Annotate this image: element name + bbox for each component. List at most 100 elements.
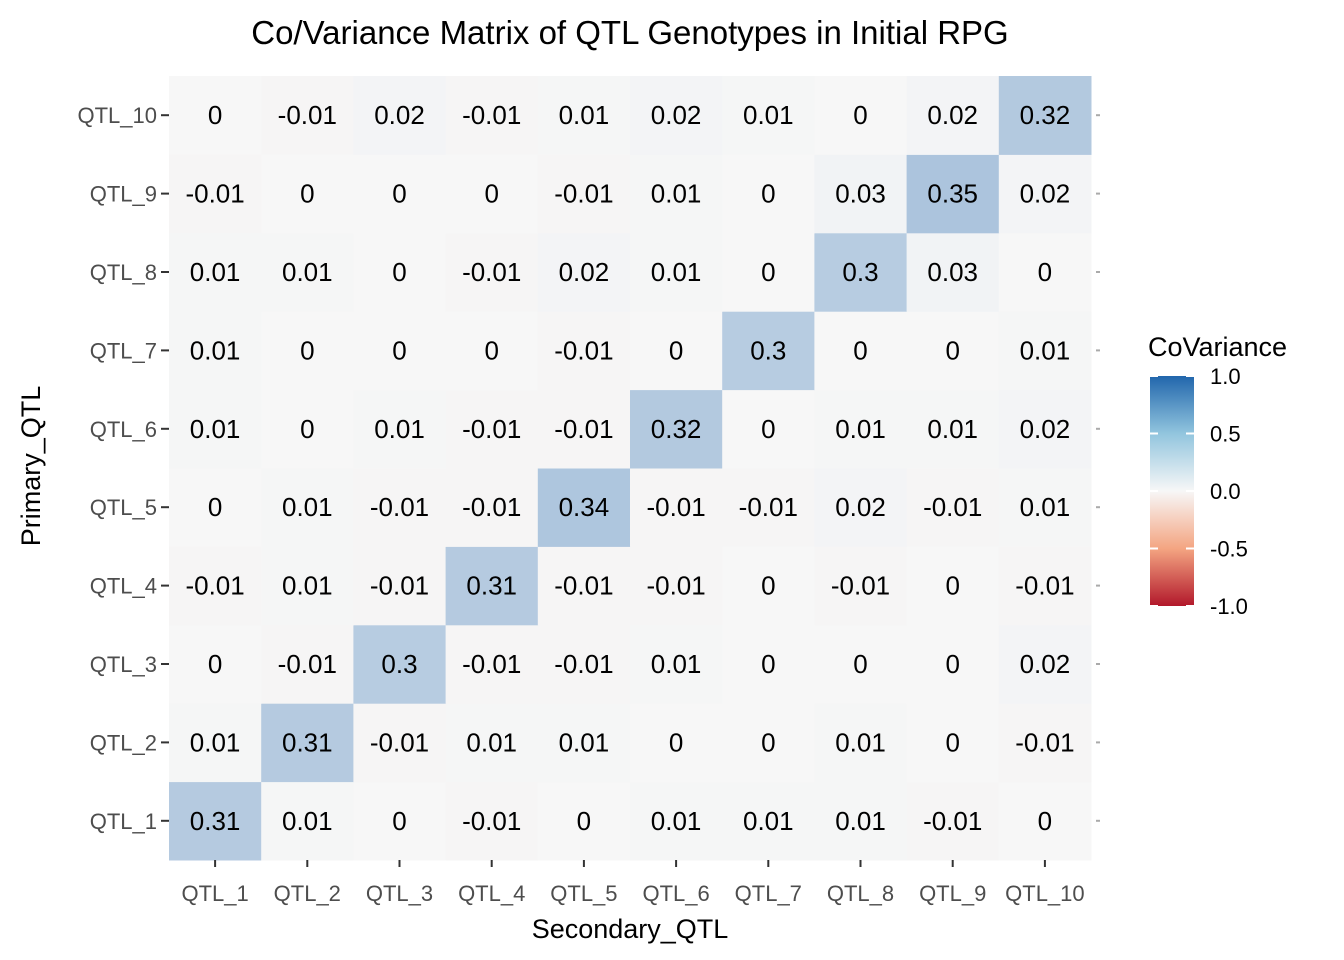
heatmap-cell: [353, 76, 447, 155]
heatmap-cell: [169, 624, 262, 704]
y-tick-label: QTL_9: [90, 182, 157, 207]
cell-value-label: 0.02: [651, 100, 702, 130]
heatmap-cell: [537, 311, 631, 391]
cell-value-label: -0.01: [370, 492, 429, 522]
heatmap-cell: [906, 781, 1000, 861]
heatmap-cell: [353, 703, 447, 783]
heatmap-cell: [537, 154, 631, 234]
cell-value-label: 0.01: [190, 335, 241, 365]
x-tick-label: QTL_5: [550, 881, 617, 906]
x-axis-title: Secondary_QTL: [532, 914, 729, 944]
heatmap-cell: [445, 624, 539, 704]
x-tick-label: QTL_3: [366, 881, 433, 906]
legend-tick-label: -0.5: [1210, 537, 1248, 562]
heatmap-cell: [445, 311, 539, 391]
cell-value-label: 0: [392, 335, 406, 365]
cell-value-label: 0.01: [835, 806, 886, 836]
x-tick-label: QTL_9: [919, 881, 986, 906]
legend-title: CoVariance: [1148, 332, 1287, 362]
heatmap-cell: [906, 154, 1000, 234]
heatmap-cell: [353, 154, 447, 234]
cell-value-label: 0: [669, 727, 683, 757]
heatmap-cell: [906, 389, 1000, 469]
heatmap-cell: [722, 703, 815, 783]
heatmap-cell: [445, 232, 539, 312]
cell-value-label: 0.01: [282, 571, 333, 601]
heatmap-cell: [353, 389, 447, 469]
heatmap-cell: [261, 311, 354, 391]
cell-value-label: 0.34: [559, 492, 610, 522]
heatmap-cell: [814, 546, 908, 626]
cell-value-label: -0.01: [646, 571, 705, 601]
heatmap-cell: [630, 76, 723, 155]
heatmap-cell: [537, 703, 631, 783]
cell-value-label: 0: [853, 100, 867, 130]
heatmap-cell: [722, 624, 815, 704]
cell-value-label: 0: [1038, 806, 1052, 836]
heatmap-cell: [537, 781, 631, 861]
heatmap-cell: [261, 703, 354, 783]
y-tick-label: QTL_5: [90, 495, 157, 520]
legend: CoVariance 1.0 0.5 0.0 -0.5 -1.0: [1148, 332, 1287, 619]
cell-value-label: 0: [300, 179, 314, 209]
heatmap-cell: [537, 468, 631, 547]
cell-value-label: -0.01: [923, 806, 982, 836]
heatmap-cell: [445, 546, 539, 626]
cell-value-label: 0.3: [750, 335, 786, 365]
heatmap-cell: [630, 389, 723, 469]
heatmap-cell: [722, 311, 815, 391]
heatmap-cell: [445, 468, 539, 547]
heatmap-cell: [630, 624, 723, 704]
heatmap-cell: [169, 546, 262, 626]
cell-value-label: -0.01: [739, 492, 798, 522]
cell-value-label: 0: [761, 179, 775, 209]
heatmap-cell: [814, 468, 908, 547]
cell-value-label: -0.01: [462, 414, 521, 444]
heatmap-cell: [445, 154, 539, 234]
cell-value-label: 0.01: [1020, 492, 1071, 522]
heatmap-cell: [169, 468, 262, 547]
heatmap-cell: [814, 781, 908, 861]
heatmap-cell: [906, 546, 1000, 626]
heatmap-cell: [353, 546, 447, 626]
cell-value-label: -0.01: [554, 179, 613, 209]
cell-value-label: 0: [208, 100, 222, 130]
cell-value-label: -0.01: [462, 806, 521, 836]
cell-value-label: 0.01: [559, 727, 610, 757]
y-tick-label: QTL_7: [90, 338, 157, 363]
heatmap-cell: [261, 76, 354, 155]
legend-tick-label: 1.0: [1210, 364, 1241, 389]
cell-value-label: 0.01: [835, 727, 886, 757]
heatmap-cell: [353, 468, 447, 547]
cell-value-label: -0.01: [462, 649, 521, 679]
cell-value-label: -0.01: [554, 414, 613, 444]
heatmap-cell: [261, 389, 354, 469]
cell-value-label: -0.01: [370, 727, 429, 757]
cell-value-label: -0.01: [278, 649, 337, 679]
cell-value-label: 0.02: [835, 492, 886, 522]
heatmap-cell: [722, 232, 815, 312]
cell-value-label: 0: [392, 806, 406, 836]
heatmap-cell: [814, 154, 908, 234]
cell-value-label: 0.01: [927, 414, 978, 444]
cell-value-label: -0.01: [554, 335, 613, 365]
cell-value-label: 0: [484, 179, 498, 209]
y-tick-label: QTL_3: [90, 652, 157, 677]
y-axis: QTL_1 QTL_2 QTL_3 QTL_4 QTL_5 QTL_6 QTL_7 QTL_8…: [78, 103, 1100, 834]
cell-value-label: -0.01: [185, 179, 244, 209]
heatmap-cells: [169, 76, 1092, 861]
heatmap-cell: [537, 389, 631, 469]
heatmap-cell: [906, 311, 1000, 391]
cell-value-label: -0.01: [278, 100, 337, 130]
heatmap-cell: [261, 781, 354, 861]
heatmap-cell: [169, 389, 262, 469]
cell-value-label: 0.01: [282, 806, 333, 836]
heatmap-cell: [261, 468, 354, 547]
heatmap-cell-labels: 0.31 0.01 0 -0.01 0 0.01 0.01 0.01 -0.01 0 0.01 0.3…: [185, 100, 1074, 836]
cell-value-label: 0: [392, 257, 406, 287]
y-tick-label: QTL_2: [90, 730, 157, 755]
heatmap-cell: [814, 76, 908, 155]
heatmap-cell: [169, 703, 262, 783]
heatmap-cell: [353, 624, 447, 704]
cell-value-label: -0.01: [554, 649, 613, 679]
